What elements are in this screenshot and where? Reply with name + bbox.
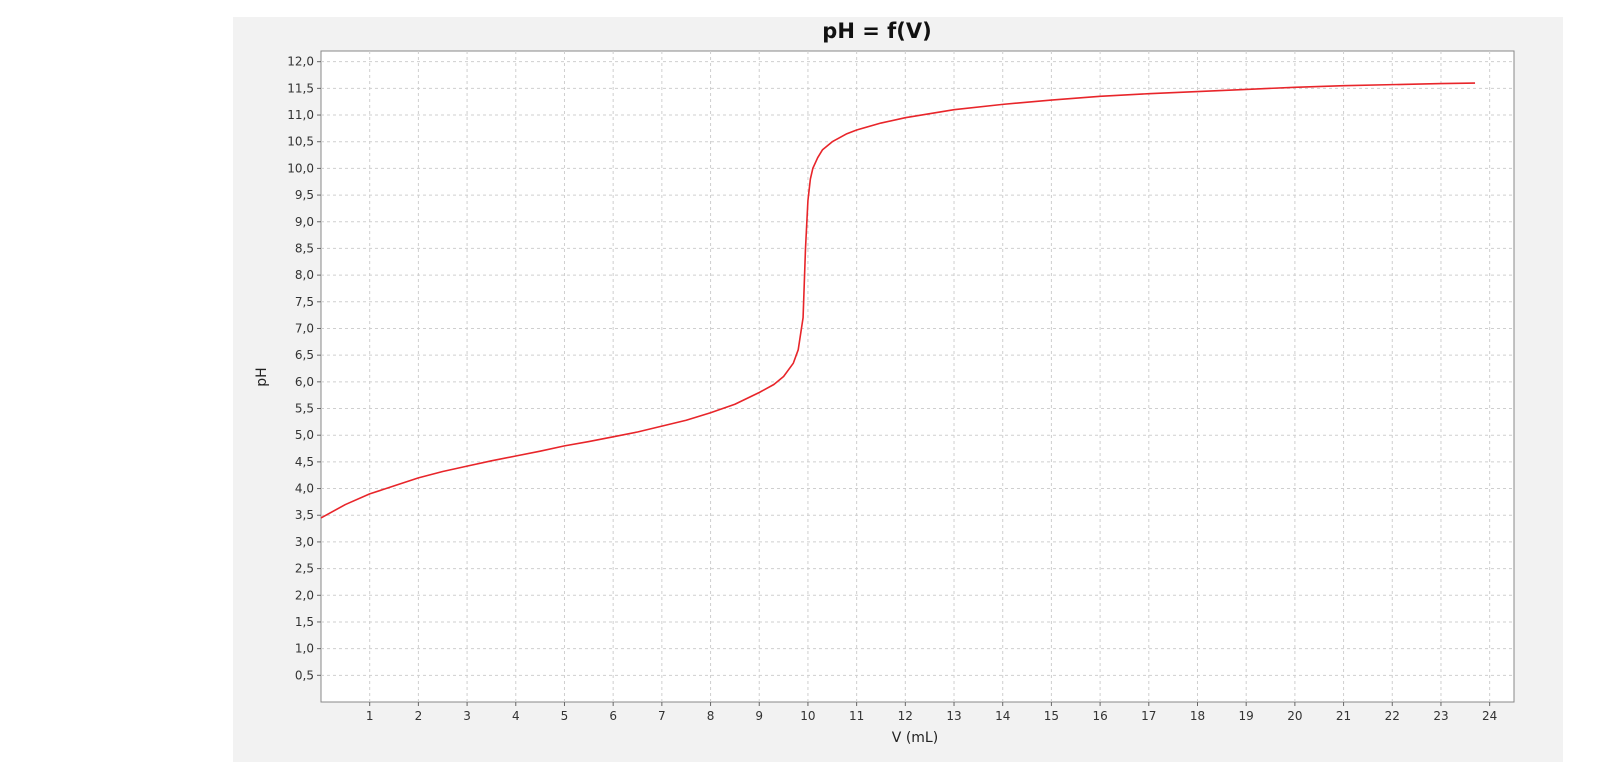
y-tick-label: 9,5 xyxy=(295,188,314,202)
y-tick-label: 7,0 xyxy=(295,321,314,335)
x-tick-label: 24 xyxy=(1482,709,1497,723)
chart-panel: pH = f(V) 1 2 3 4 5 6 7 8 9 10 11 12 13 14 15 16 17 18 19 2… xyxy=(233,17,1563,762)
y-tick-label: 3,5 xyxy=(295,508,314,522)
x-tick-label: 12 xyxy=(898,709,913,723)
x-tick-label: 13 xyxy=(946,709,961,723)
x-tick-label: 18 xyxy=(1190,709,1205,723)
y-tick-label: 7,5 xyxy=(295,295,314,309)
x-tick-label: 14 xyxy=(995,709,1010,723)
x-tick-label: 20 xyxy=(1287,709,1302,723)
y-tick-label: 6,0 xyxy=(295,375,314,389)
grid-lines-overlay xyxy=(321,51,1514,702)
y-tick-label: 2,0 xyxy=(295,588,314,602)
x-tick-label: 21 xyxy=(1336,709,1351,723)
x-tick-label: 17 xyxy=(1141,709,1156,723)
plot-area xyxy=(320,50,1515,703)
x-tick-label: 8 xyxy=(707,709,715,723)
x-tick-label: 5 xyxy=(561,709,569,723)
y-axis-label: pH xyxy=(254,367,270,386)
y-tick-label: 10,0 xyxy=(287,161,314,175)
y-tick-label: 8,5 xyxy=(295,241,314,255)
x-tick-label: 15 xyxy=(1044,709,1059,723)
y-tick-label: 11,0 xyxy=(287,108,314,122)
y-tick-label: 3,0 xyxy=(295,535,314,549)
y-tick-label: 5,5 xyxy=(295,402,314,416)
x-tick-label: 1 xyxy=(366,709,374,723)
y-tick-label: 1,5 xyxy=(295,615,314,629)
x-tick-label: 22 xyxy=(1385,709,1400,723)
chart-title: pH = f(V) xyxy=(822,19,931,43)
x-tick-label: 23 xyxy=(1433,709,1448,723)
y-tick-label: 5,0 xyxy=(295,428,314,442)
y-tick-label: 1,0 xyxy=(295,642,314,656)
titration-chart: pH = f(V) 1 2 3 4 5 6 7 8 9 10 11 12 13 14 15 16 17 18 19 2… xyxy=(254,19,1515,746)
y-tick-label: 4,5 xyxy=(295,455,314,469)
y-tick-label: 6,5 xyxy=(295,348,314,362)
ph-curve-line xyxy=(320,82,1476,519)
x-tick-label: 10 xyxy=(800,709,815,723)
y-tick-label: 2,5 xyxy=(295,562,314,576)
y-tick-label: 10,5 xyxy=(287,135,314,149)
y-axis: 0,5 1,0 1,5 2,0 2,5 3,0 3,5 4,0 4,5 5,0 5,5 6,0 6,5 7… xyxy=(287,55,321,682)
x-tick-label: 11 xyxy=(849,709,864,723)
x-tick-label: 19 xyxy=(1239,709,1254,723)
x-tick-label: 6 xyxy=(609,709,617,723)
x-tick-label: 2 xyxy=(415,709,423,723)
y-tick-label: 11,5 xyxy=(287,81,314,95)
x-tick-label: 7 xyxy=(658,709,666,723)
x-axis-label: V (mL) xyxy=(892,730,938,746)
x-tick-label: 16 xyxy=(1092,709,1107,723)
x-tick-label: 3 xyxy=(463,709,471,723)
x-tick-label: 4 xyxy=(512,709,520,723)
y-tick-label: 8,0 xyxy=(295,268,314,282)
y-tick-label: 12,0 xyxy=(287,55,314,69)
x-axis: 1 2 3 4 5 6 7 8 9 10 11 12 13 14 15 16 17 18 19 20 21 22 23 24 xyxy=(366,702,1497,723)
y-tick-label: 4,0 xyxy=(295,482,314,496)
y-tick-label: 0,5 xyxy=(295,668,314,682)
y-tick-label: 9,0 xyxy=(295,215,314,229)
x-tick-label: 9 xyxy=(755,709,763,723)
